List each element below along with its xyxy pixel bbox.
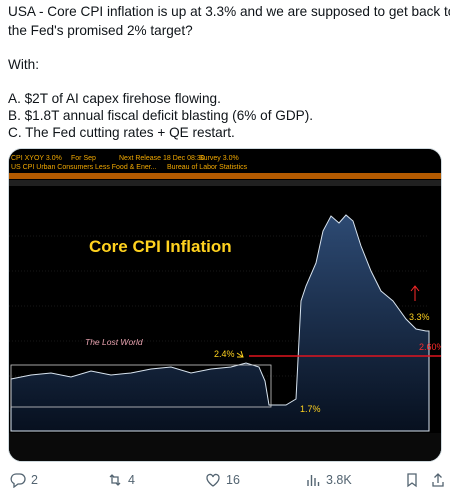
annotation: 3.3% bbox=[409, 312, 430, 322]
post-text: B. $1.8T annual fiscal deficit blasting … bbox=[8, 108, 314, 123]
subheader: US CPI Urban Consumers Less Food & Ener.… bbox=[11, 164, 157, 171]
arrow bbox=[236, 350, 244, 358]
post-text: A. $2T of AI capex firehose flowing. bbox=[8, 91, 221, 106]
repost[interactable]: 4 bbox=[107, 472, 135, 488]
like-count: 16 bbox=[226, 473, 240, 487]
views[interactable]: 3.8K bbox=[305, 472, 352, 488]
post-text: C. The Fed cutting rates + QE restart. bbox=[8, 125, 235, 140]
repost-count: 4 bbox=[128, 473, 135, 487]
header: Survey 3.0% bbox=[199, 155, 239, 162]
arrow bbox=[410, 285, 420, 301]
header: Next Release 18 Dec 08:30 bbox=[119, 155, 205, 162]
like[interactable]: 16 bbox=[205, 472, 240, 488]
reply-count: 2 bbox=[31, 473, 38, 487]
chart-image: CPI XYOY 3.0% For Sep Next Release 18 De… bbox=[9, 149, 442, 461]
box bbox=[10, 364, 272, 408]
post-text: With: bbox=[8, 57, 39, 72]
footer bbox=[9, 433, 441, 461]
toolbar bbox=[9, 173, 441, 179]
action-bar: 2 4 16 3.8K bbox=[0, 468, 450, 492]
reply[interactable]: 2 bbox=[10, 472, 38, 488]
post-text: USA - Core CPI inflation is up at 3.3% a… bbox=[8, 4, 450, 19]
header: For Sep bbox=[71, 155, 96, 162]
toolbar bbox=[9, 180, 441, 186]
annotation: 1.7% bbox=[300, 404, 321, 414]
annotation: 2.4% bbox=[214, 349, 235, 359]
subheader: Bureau of Labor Statistics bbox=[167, 164, 248, 171]
header: CPI XYOY 3.0% bbox=[11, 155, 62, 162]
post-text: the Fed's promised 2% target? bbox=[8, 23, 193, 38]
chart-title: Core CPI Inflation bbox=[89, 237, 232, 256]
bookmark[interactable] bbox=[404, 472, 420, 488]
annotation: 2.60% bbox=[419, 342, 442, 352]
area bbox=[10, 214, 430, 432]
view-count: 3.8K bbox=[326, 473, 352, 487]
annotation: The Lost World bbox=[85, 337, 143, 347]
post-image[interactable]: CPI XYOY 3.0% For Sep Next Release 18 De… bbox=[8, 148, 442, 462]
share[interactable] bbox=[430, 472, 446, 488]
